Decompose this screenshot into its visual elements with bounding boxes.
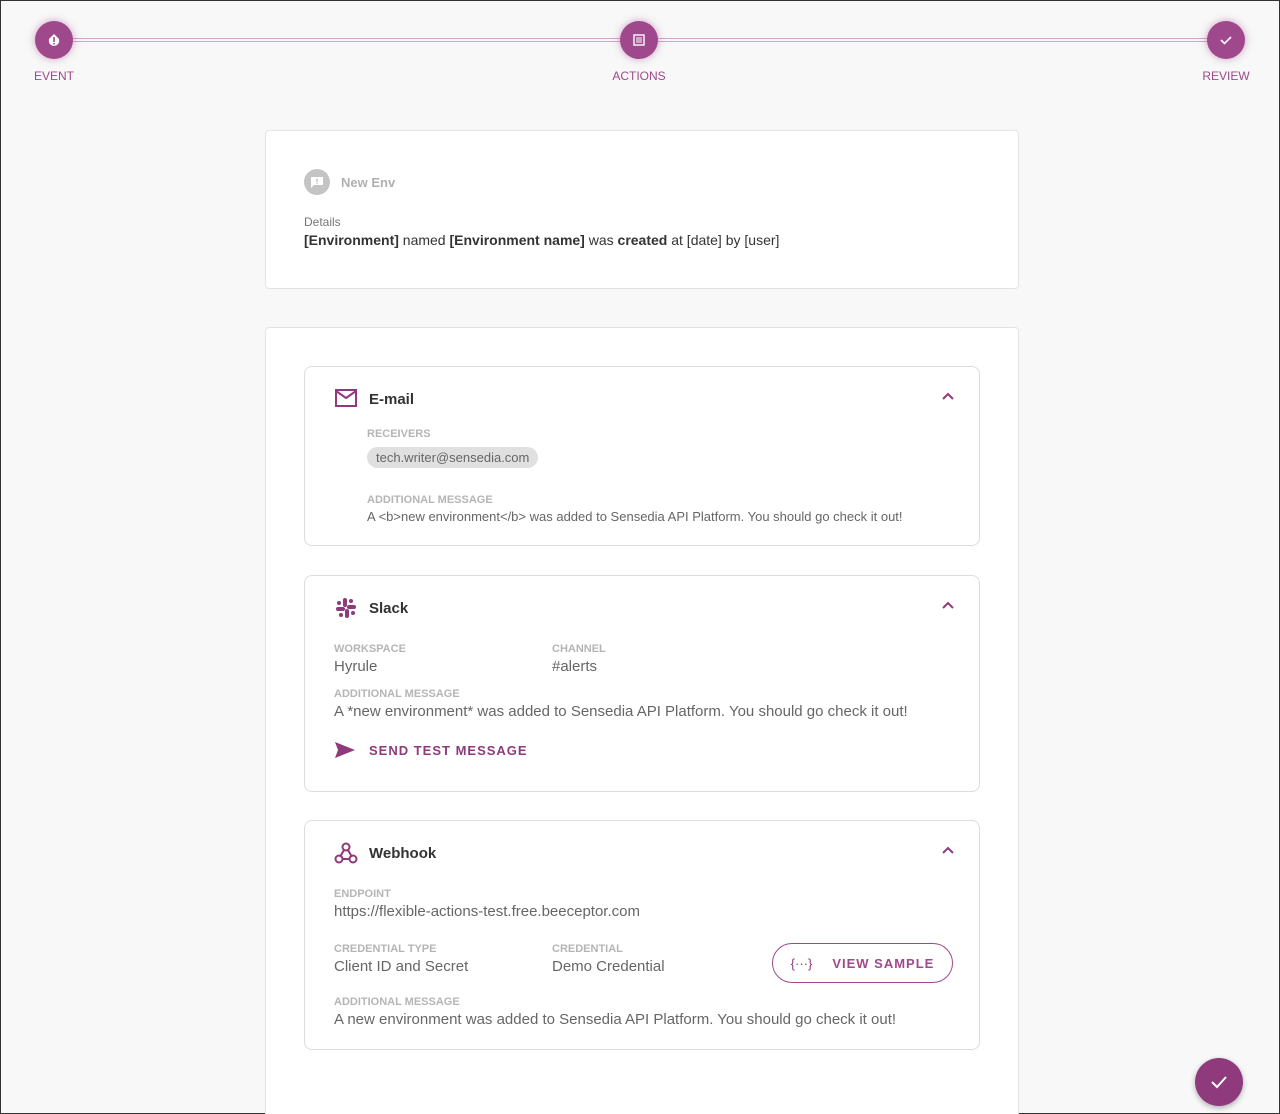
slack-message-label: ADDITIONAL MESSAGE bbox=[334, 688, 460, 700]
event-details: [Environment] named [Environment name] w… bbox=[304, 232, 780, 248]
webhook-icon bbox=[334, 842, 358, 864]
channel-label: CHANNEL bbox=[552, 643, 606, 655]
webhook-title: Webhook bbox=[369, 845, 437, 862]
step-review[interactable] bbox=[1207, 21, 1245, 59]
email-message-label: ADDITIONAL MESSAGE bbox=[367, 494, 493, 506]
step-label: ACTIONS bbox=[612, 69, 666, 83]
credential-label: CREDENTIAL bbox=[552, 943, 623, 955]
step-event[interactable] bbox=[35, 21, 73, 59]
receivers-label: RECEIVERS bbox=[367, 428, 431, 440]
slack-action: Slack WORKSPACE Hyrule CHANNEL #alerts A… bbox=[304, 575, 980, 792]
credential-type-value: Client ID and Secret bbox=[334, 958, 469, 975]
stepper-connector bbox=[658, 38, 1208, 42]
workspace-label: WORKSPACE bbox=[334, 643, 406, 655]
slack-icon bbox=[336, 598, 356, 618]
actions-card: E-mail RECEIVERS tech.writer@sensedia.co… bbox=[265, 327, 1019, 1114]
stepper-connector bbox=[73, 38, 621, 42]
confirm-fab[interactable] bbox=[1195, 1058, 1243, 1106]
event-icon bbox=[304, 169, 330, 195]
step-actions[interactable] bbox=[620, 21, 658, 59]
chevron-up-icon[interactable] bbox=[941, 598, 955, 612]
credential-type-label: CREDENTIAL TYPE bbox=[334, 943, 437, 955]
credential-value: Demo Credential bbox=[552, 958, 665, 975]
endpoint-value: https://flexible-actions-test.free.beece… bbox=[334, 903, 640, 920]
workspace-value: Hyrule bbox=[334, 658, 378, 675]
chevron-up-icon[interactable] bbox=[941, 389, 955, 403]
code-braces-icon: {···} bbox=[790, 955, 813, 971]
webhook-action: Webhook ENDPOINT https://flexible-action… bbox=[304, 820, 980, 1050]
step-label: EVENT bbox=[33, 69, 74, 83]
send-icon bbox=[335, 742, 355, 758]
webhook-message: A new environment was added to Sensedia … bbox=[334, 1011, 897, 1028]
step-label: REVIEW bbox=[1202, 69, 1250, 83]
channel-value: #alerts bbox=[552, 658, 598, 675]
check-icon bbox=[1220, 36, 1232, 45]
event-card: New Env Details [Environment] named [Env… bbox=[265, 130, 1019, 289]
check-icon bbox=[1211, 1076, 1227, 1089]
webhook-message-label: ADDITIONAL MESSAGE bbox=[334, 996, 460, 1008]
email-action: E-mail RECEIVERS tech.writer@sensedia.co… bbox=[304, 366, 980, 546]
endpoint-label: ENDPOINT bbox=[334, 888, 391, 900]
list-icon bbox=[633, 34, 645, 46]
receiver-chip[interactable]: tech.writer@sensedia.com bbox=[367, 447, 539, 468]
view-sample-button[interactable]: {···} VIEW SAMPLE bbox=[772, 943, 953, 983]
email-title: E-mail bbox=[369, 391, 415, 408]
chevron-up-icon[interactable] bbox=[941, 843, 955, 857]
mail-icon bbox=[335, 389, 357, 407]
slack-title: Slack bbox=[369, 600, 409, 617]
email-message: A <b>new environment</b> was added to Se… bbox=[367, 509, 903, 524]
send-test-message-button[interactable]: SEND TEST MESSAGE bbox=[334, 741, 528, 759]
slack-message: A *new environment* was added to Sensedi… bbox=[334, 703, 908, 720]
details-label: Details bbox=[304, 215, 341, 229]
alert-icon bbox=[48, 34, 60, 46]
event-name: New Env bbox=[341, 175, 396, 190]
